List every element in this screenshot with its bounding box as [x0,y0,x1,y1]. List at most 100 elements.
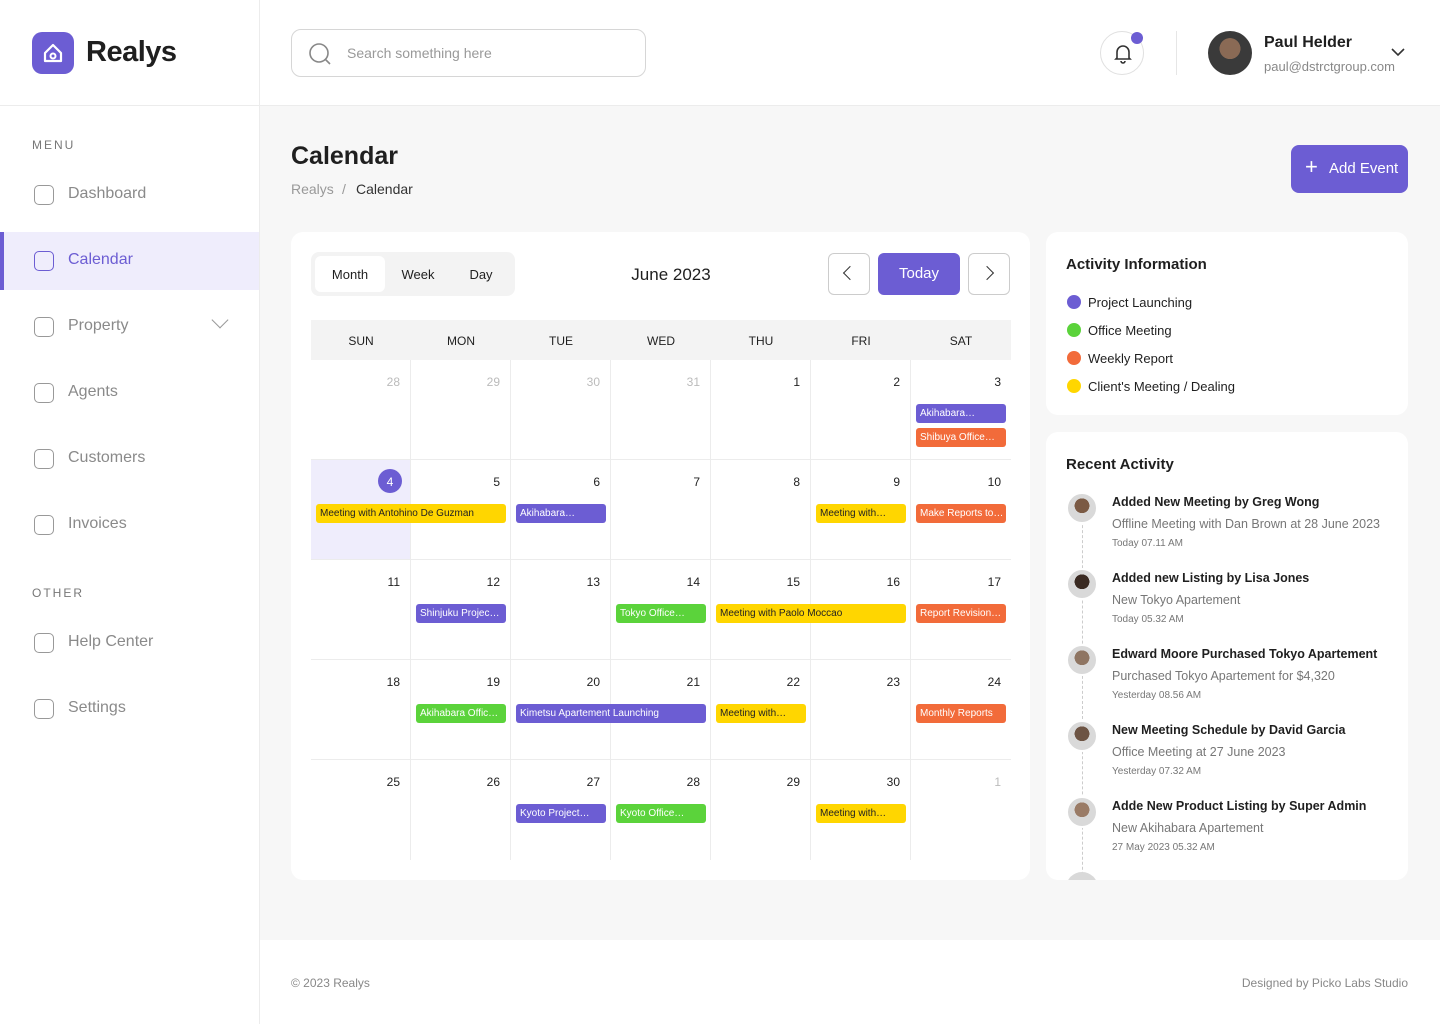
event-chip[interactable]: Kyoto Office… [616,804,706,823]
day-cell[interactable]: 21 [611,660,711,760]
logo-icon [32,32,74,74]
day-cell[interactable]: 22 [711,660,811,760]
day-cell[interactable]: 25 [311,760,411,860]
search-box[interactable]: Search something here [291,29,646,77]
menu-item[interactable]: Settings [0,680,259,738]
weekday: WED [647,334,675,348]
view-tab[interactable]: Month [315,256,385,292]
day-cell[interactable]: 5 [411,460,511,560]
day-cell[interactable]: 29 [711,760,811,860]
event-chip[interactable]: Monthly Reports [916,704,1006,723]
breadcrumb-separator: / [342,181,346,197]
day-cell[interactable]: 26 [411,760,511,860]
day-cell[interactable]: 10 [911,460,1011,560]
day-cell[interactable]: 28 [611,760,711,860]
menu-icon [34,185,54,205]
menu-label: Customers [68,449,146,466]
day-cell[interactable]: 29 [411,360,511,460]
today-button[interactable]: Today [878,253,960,295]
day-cell[interactable]: 17 [911,560,1011,660]
day-number: 15 [786,575,800,589]
event-chip[interactable]: Meeting with… [816,504,906,523]
day-cell[interactable]: 19 [411,660,511,760]
weekday: THU [748,334,774,348]
activity-avatar [1066,872,1098,880]
event-chip[interactable]: Kimetsu Apartement Launching [516,704,706,723]
day-cell[interactable]: 7 [611,460,711,560]
menu-item[interactable]: Invoices [0,496,259,554]
day-cell[interactable]: 9 [811,460,911,560]
notification-button[interactable] [1100,31,1144,75]
day-number: 3 [994,375,1001,389]
day-cell[interactable]: 16 [811,560,911,660]
legend-dot [1067,351,1081,365]
activity-detail: Office Meeting at 27 June 2023 [1112,745,1286,759]
day-number: 8 [793,475,800,489]
event-chip[interactable]: Meeting with… [816,804,906,823]
nav-button[interactable] [828,253,870,295]
event-chip[interactable]: Shinjuku Projec… [416,604,506,623]
menu-item[interactable]: Agents [0,364,259,422]
day-number: 31 [686,375,700,389]
legend-label: Project Launching [1088,295,1193,310]
event-chip[interactable]: Make Reports to… [916,504,1006,523]
event-chip[interactable]: Meeting with… [716,704,806,723]
legend-dot [1067,295,1081,309]
day-cell[interactable]: 27 [511,760,611,860]
event-chip[interactable]: Akihabara… [916,404,1006,423]
day-cell[interactable]: 1 [711,360,811,460]
menu-label: Settings [68,699,126,716]
menu-item[interactable]: Help Center [0,614,259,672]
day-number: 13 [586,575,600,589]
event-chip[interactable]: Meeting with Antohino De Guzman [316,504,506,523]
day-number: 30 [586,375,600,389]
event-chip[interactable]: Shibuya Office… [916,428,1006,447]
activity-detail: Purchased Tokyo Apartement for $4,320 [1112,669,1335,683]
menu-item[interactable]: Calendar [0,232,259,290]
user-avatar[interactable] [1208,31,1252,75]
day-number: 30 [886,775,900,789]
day-cell[interactable]: 31 [611,360,711,460]
day-cell[interactable]: 8 [711,460,811,560]
day-number: 18 [386,675,400,689]
day-cell[interactable]: 3 [911,360,1011,460]
day-cell[interactable]: 28 [311,360,411,460]
weekday: MON [447,334,475,348]
day-cell[interactable]: 18 [311,660,411,760]
breadcrumb-item[interactable]: Realys [291,181,334,197]
copyright: © 2023 Realys [291,976,370,990]
event-chip[interactable]: Tokyo Office… [616,604,706,623]
card-title: Activity Information [1066,256,1207,273]
menu-item[interactable]: Property [0,298,259,356]
view-tab[interactable]: Week [401,267,435,282]
event-chip[interactable]: Report Revision… [916,604,1006,623]
menu-icon [34,515,54,535]
view-tab[interactable]: Day [469,267,493,282]
legend-label: Weekly Report [1088,351,1174,366]
event-chip[interactable]: Meeting with Paolo Moccao [716,604,906,623]
day-number: 23 [886,675,900,689]
add-event-button[interactable]: + Add Event [1291,145,1408,193]
day-cell[interactable]: 24 [911,660,1011,760]
day-cell[interactable]: 23 [811,660,911,760]
day-cell[interactable]: 11 [311,560,411,660]
activity-time: Yesterday 08.56 AM [1112,690,1202,701]
day-cell[interactable]: 13 [511,560,611,660]
day-cell[interactable]: 30 [511,360,611,460]
day-number: 21 [686,675,700,689]
day-number: 27 [586,775,600,789]
event-chip[interactable]: Akihabara Offic… [416,704,506,723]
day-cell[interactable]: 14 [611,560,711,660]
day-cell[interactable]: 30 [811,760,911,860]
day-cell[interactable]: 12 [411,560,511,660]
menu-item[interactable]: Customers [0,430,259,488]
day-cell[interactable]: 6 [511,460,611,560]
event-chip[interactable]: Kyoto Project… [516,804,606,823]
day-cell[interactable]: 1 [911,760,1011,860]
day-number: 9 [893,475,900,489]
nav-button[interactable] [968,253,1010,295]
event-chip[interactable]: Akihabara… [516,504,606,523]
day-cell[interactable]: 2 [811,360,911,460]
menu-item[interactable]: Dashboard [0,166,259,224]
user-menu-chevron[interactable] [1390,46,1406,58]
